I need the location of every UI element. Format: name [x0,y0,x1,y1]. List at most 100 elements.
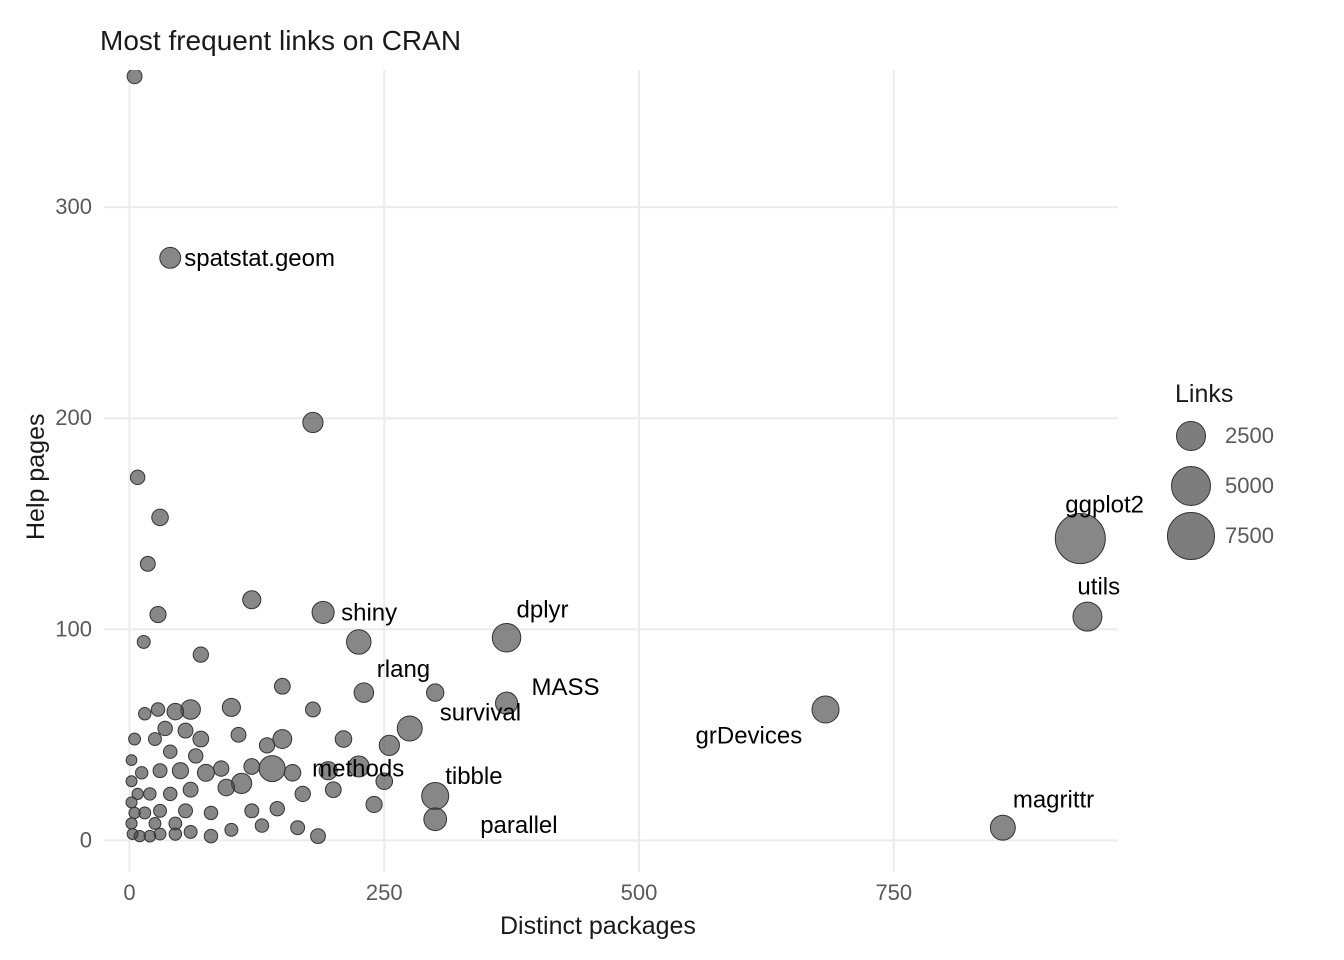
point-label: survival [440,699,521,726]
point-label: MASS [532,674,600,701]
legend-marker [1167,512,1215,560]
point-label: methods [312,756,404,783]
point-label: parallel [480,812,557,839]
point-label: shiny [341,599,397,626]
x-tick: 500 [621,880,658,905]
data-points [126,69,1105,844]
data-point [218,779,235,796]
data-point [231,727,246,742]
scatter-plot: spatstat.geom ggplot2 utils shiny dplyr rlang… [0,0,1344,960]
data-point [184,825,197,838]
x-tick-labels: 0 250 500 750 [123,880,912,905]
data-point [214,761,229,776]
data-point [154,828,166,840]
x-tick: 250 [366,880,403,905]
data-point [255,819,268,832]
data-point [158,721,172,735]
data-point [284,765,301,782]
legend-label: 2500 [1225,423,1274,449]
data-point [291,821,305,835]
data-point [189,749,203,763]
point-label: utils [1077,574,1120,601]
data-point [129,733,141,745]
x-tick: 750 [875,880,912,905]
data-point [179,804,193,818]
data-point [303,412,323,432]
legend-label: 7500 [1225,523,1274,549]
legend-title: Links [1175,380,1233,409]
data-point [325,782,341,798]
point-label: spatstat.geom [184,245,335,272]
data-point [354,683,374,703]
y-tick: 300 [55,194,92,219]
data-labels: spatstat.geom ggplot2 utils shiny dplyr rlang… [184,245,1144,839]
data-point [139,708,151,720]
point-label: tibble [445,763,502,790]
data-point [172,763,188,779]
data-point [164,745,177,758]
point-label: grDevices [696,722,803,749]
point-label: rlang [377,656,430,683]
gridlines [104,70,1118,872]
data-point [127,69,142,84]
point-label: dplyr [517,597,569,624]
data-point [152,509,169,526]
data-point [1073,602,1102,631]
data-point [274,678,290,694]
data-point [129,807,140,818]
legend-marker [1176,421,1206,451]
data-point [397,716,422,741]
data-point [812,696,839,723]
data-point [148,733,161,746]
data-point [183,782,198,797]
y-tick-labels: 0100200300 [55,194,92,852]
data-point [424,808,447,831]
data-point [204,806,217,819]
data-point [379,735,399,755]
data-point [273,730,292,749]
data-point [259,756,285,782]
data-point [126,797,137,808]
data-point [193,731,209,747]
data-point [1055,514,1105,564]
data-point [197,764,214,781]
x-tick: 0 [123,880,135,905]
data-point [225,823,238,836]
data-point [311,829,326,844]
data-point [127,829,138,840]
data-point [259,738,274,753]
data-point [140,556,155,571]
y-tick: 0 [80,827,92,852]
data-point [312,601,334,623]
data-point [178,723,193,738]
data-point [137,635,150,648]
data-point [151,703,164,716]
data-point [305,702,320,717]
point-label: ggplot2 [1065,492,1144,519]
data-point [245,804,259,818]
data-point [150,606,166,622]
data-point [167,703,184,720]
data-point [204,829,217,842]
data-point [990,815,1015,840]
data-point [243,591,261,609]
data-point [295,786,310,801]
data-point [169,817,182,830]
point-label: magrittr [1013,787,1094,814]
data-point [153,764,167,778]
data-point [335,731,352,748]
data-point [136,767,148,779]
data-point [144,788,156,800]
data-point [149,818,161,830]
data-point [160,247,181,268]
y-tick: 200 [55,405,92,430]
data-point [130,470,144,484]
data-point [126,818,137,829]
data-point [347,630,371,654]
data-point [193,647,208,662]
data-point [366,796,382,812]
data-point [492,623,520,651]
data-point [164,787,177,800]
legend-label: 5000 [1225,473,1274,499]
data-point [270,801,284,815]
